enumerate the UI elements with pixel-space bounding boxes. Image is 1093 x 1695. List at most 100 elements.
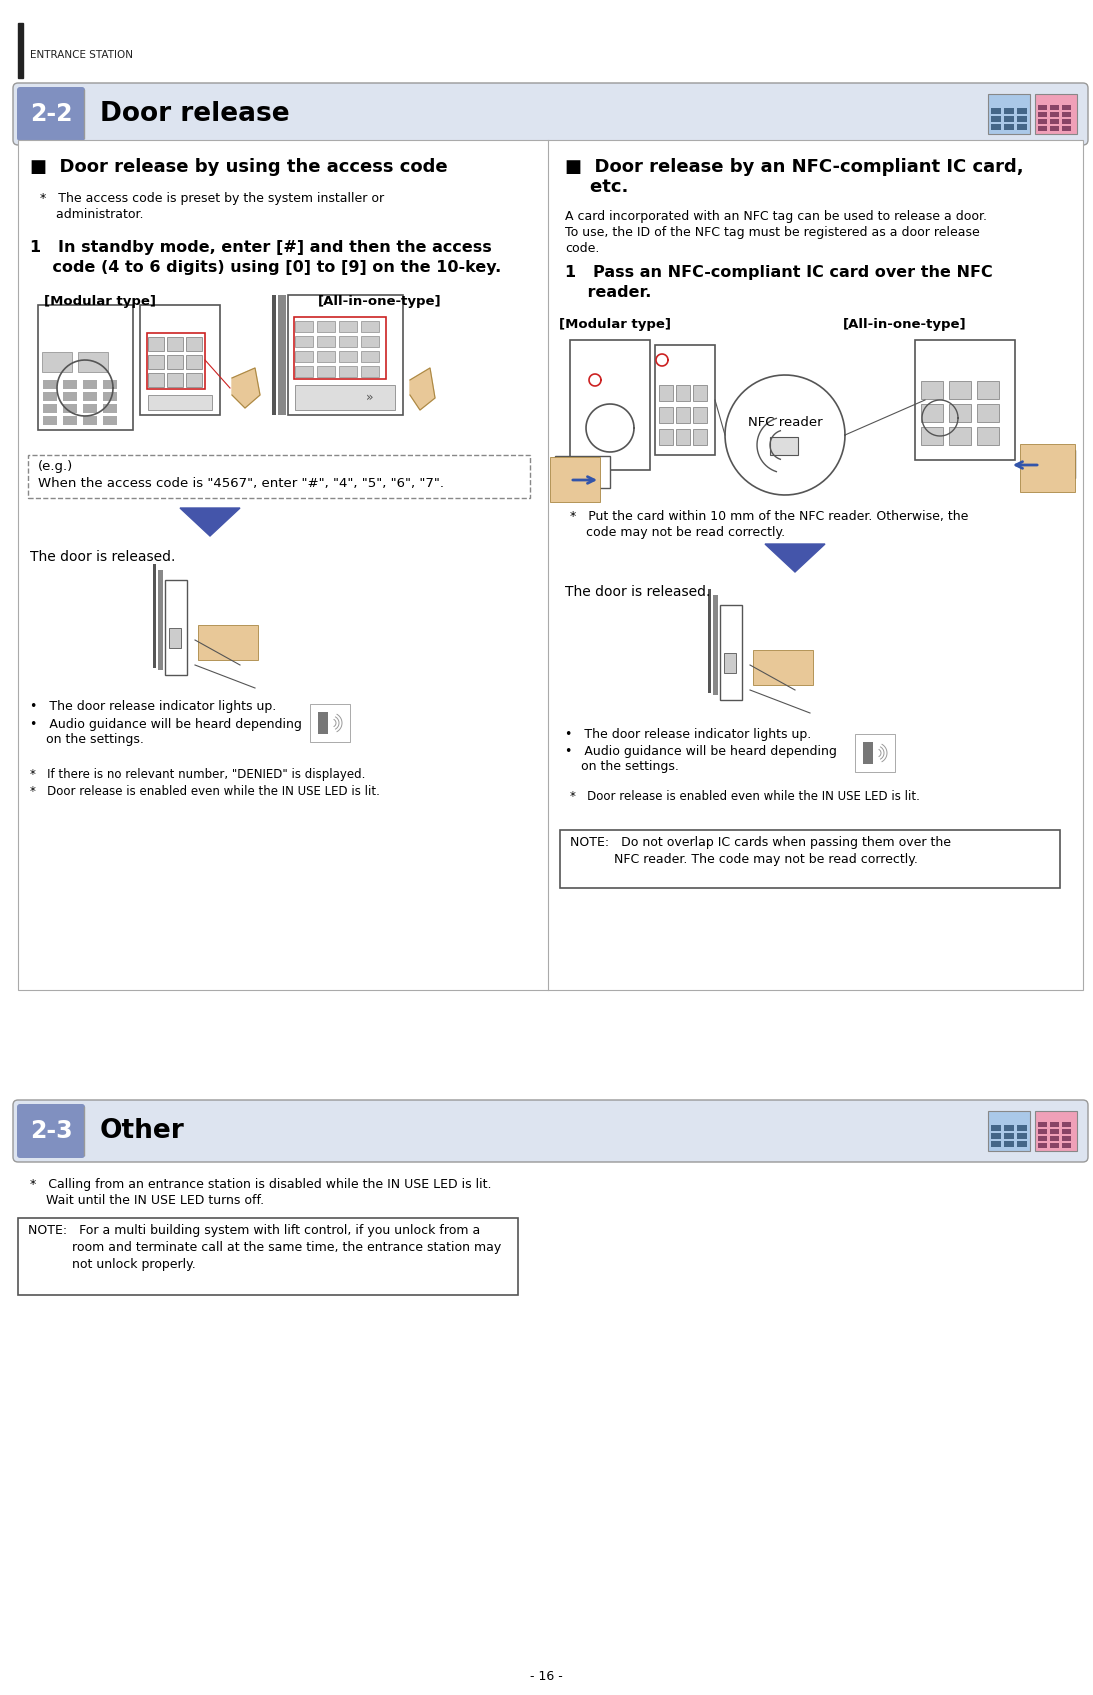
Text: •   Audio guidance will be heard depending: • Audio guidance will be heard depending <box>30 719 302 731</box>
Text: [Modular type]: [Modular type] <box>559 319 671 331</box>
Bar <box>1062 1129 1071 1134</box>
Bar <box>1050 1142 1059 1148</box>
Bar <box>1050 105 1059 110</box>
Bar <box>148 337 164 351</box>
Bar <box>186 373 202 386</box>
Bar <box>287 295 403 415</box>
Bar <box>148 395 212 410</box>
FancyBboxPatch shape <box>13 83 1088 146</box>
Bar <box>63 392 77 402</box>
FancyBboxPatch shape <box>13 1100 1088 1163</box>
Bar <box>1038 105 1047 110</box>
Bar <box>1016 1132 1027 1139</box>
Text: A card incorporated with an NFC tag can be used to release a door.: A card incorporated with an NFC tag can … <box>565 210 987 224</box>
Bar <box>1035 93 1077 134</box>
Text: Other: Other <box>99 1119 185 1144</box>
Polygon shape <box>765 544 825 571</box>
Bar <box>103 403 117 414</box>
Text: [All-in-one-type]: [All-in-one-type] <box>843 319 967 331</box>
Text: *   Door release is enabled even while the IN USE LED is lit.: * Door release is enabled even while the… <box>571 790 920 803</box>
Bar <box>1062 1142 1071 1148</box>
Bar <box>339 366 357 376</box>
Bar <box>361 320 379 332</box>
Bar <box>1062 112 1071 117</box>
Bar <box>295 336 313 347</box>
Bar <box>78 353 108 371</box>
Bar <box>659 385 673 402</box>
Text: ENTRANCE STATION: ENTRANCE STATION <box>30 49 133 59</box>
Bar <box>158 570 163 670</box>
Bar <box>1004 108 1014 114</box>
Text: code (4 to 6 digits) using [0] to [9] on the 10-key.: code (4 to 6 digits) using [0] to [9] on… <box>30 259 502 275</box>
Bar <box>550 458 600 502</box>
Bar <box>186 337 202 351</box>
Bar <box>991 1132 1001 1139</box>
Text: *   If there is no relevant number, "DENIED" is displayed.: * If there is no relevant number, "DENIE… <box>30 768 365 781</box>
Text: To use, the ID of the NFC tag must be registered as a door release: To use, the ID of the NFC tag must be re… <box>565 225 979 239</box>
Text: [All-in-one-type]: [All-in-one-type] <box>318 295 442 308</box>
Bar <box>167 373 183 386</box>
Text: NFC reader. The code may not be read correctly.: NFC reader. The code may not be read cor… <box>571 853 918 866</box>
Text: •   The door release indicator lights up.: • The door release indicator lights up. <box>30 700 277 714</box>
Bar <box>167 337 183 351</box>
Text: [Modular type]: [Modular type] <box>44 295 156 308</box>
Bar <box>977 381 999 398</box>
Bar <box>17 24 23 78</box>
Bar <box>921 381 943 398</box>
Bar <box>675 429 690 446</box>
Text: (e.g.): (e.g.) <box>38 459 73 473</box>
Bar <box>103 415 117 425</box>
Bar <box>153 564 156 668</box>
Bar <box>693 385 707 402</box>
Bar <box>949 403 971 422</box>
Bar <box>167 354 183 370</box>
Bar <box>720 605 742 700</box>
Bar <box>693 429 707 446</box>
Bar <box>103 392 117 402</box>
Bar <box>571 341 650 470</box>
Bar <box>83 415 97 425</box>
Text: room and terminate call at the same time, the entrance station may: room and terminate call at the same time… <box>28 1241 502 1254</box>
Bar <box>1038 1142 1047 1148</box>
Bar <box>43 415 57 425</box>
Bar <box>675 385 690 402</box>
Text: NOTE:   Do not overlap IC cards when passing them over the: NOTE: Do not overlap IC cards when passi… <box>571 836 951 849</box>
Text: *   Calling from an entrance station is disabled while the IN USE LED is lit.: * Calling from an entrance station is di… <box>30 1178 492 1192</box>
Text: The door is released.: The door is released. <box>30 549 175 564</box>
Bar <box>140 305 220 415</box>
Bar <box>855 734 895 771</box>
Bar <box>63 415 77 425</box>
Bar <box>317 351 334 363</box>
Bar <box>278 295 286 415</box>
Text: administrator.: administrator. <box>40 208 143 220</box>
Bar <box>361 351 379 363</box>
Bar <box>1004 115 1014 122</box>
Bar <box>294 317 386 380</box>
Bar <box>317 366 334 376</box>
Bar <box>28 454 530 498</box>
Text: 2-2: 2-2 <box>30 102 72 125</box>
Text: •   Audio guidance will be heard depending: • Audio guidance will be heard depending <box>565 746 837 758</box>
Bar <box>1050 112 1059 117</box>
Bar <box>295 366 313 376</box>
Bar <box>991 1141 1001 1148</box>
Text: »: » <box>366 390 374 403</box>
Bar <box>148 373 164 386</box>
Bar <box>1062 125 1071 131</box>
Bar <box>675 407 690 424</box>
Bar <box>148 354 164 370</box>
Bar <box>991 1125 1001 1131</box>
Text: etc.: etc. <box>565 178 628 197</box>
Bar <box>63 380 77 388</box>
Bar <box>43 403 57 414</box>
Bar <box>949 381 971 398</box>
Text: *   Door release is enabled even while the IN USE LED is lit.: * Door release is enabled even while the… <box>30 785 380 798</box>
Bar <box>295 385 395 410</box>
Text: 2-3: 2-3 <box>30 1119 72 1142</box>
Bar <box>1062 1136 1071 1141</box>
Bar <box>83 392 97 402</box>
Bar <box>310 703 350 742</box>
Bar <box>1004 124 1014 131</box>
Bar <box>318 712 328 734</box>
Bar <box>17 1219 518 1295</box>
